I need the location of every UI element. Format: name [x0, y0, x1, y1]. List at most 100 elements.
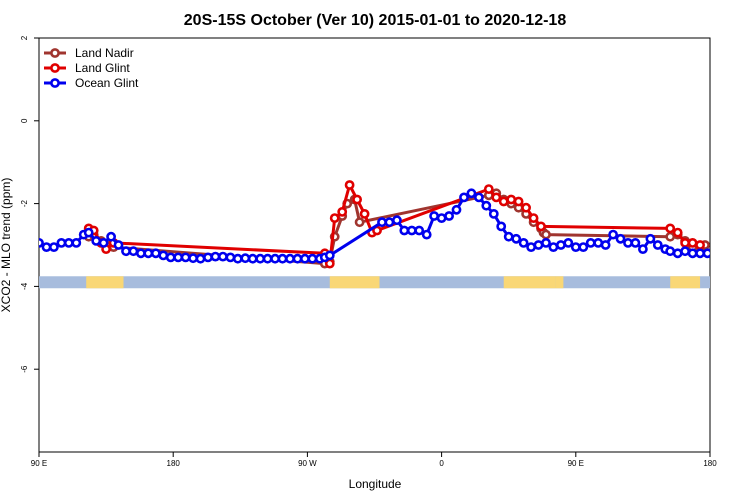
x-axis-label: Longitude: [349, 477, 402, 491]
data-point: [521, 202, 531, 213]
data-point: [702, 248, 710, 259]
x-tick-label: 90 W: [298, 459, 317, 468]
data-point: [98, 237, 109, 248]
y-tick-label: 2: [20, 35, 29, 40]
data-point: [451, 204, 462, 215]
data-point: [299, 253, 310, 264]
data-point: [277, 253, 288, 264]
data-point: [414, 225, 425, 236]
y-axis: 2 0 -2 -4 -6: [20, 35, 39, 373]
series-ocean-glint: [39, 188, 741, 264]
data-point: [695, 240, 705, 250]
data-point: [180, 252, 191, 263]
surface-band: [39, 276, 710, 289]
data-point: [459, 192, 469, 203]
x-tick-label: 0: [439, 459, 444, 468]
data-point: [615, 233, 626, 244]
data-point: [188, 253, 198, 264]
y-tick-label: -6: [20, 365, 29, 373]
legend-item: Ocean Glint: [44, 76, 139, 90]
chart-title: 20S-15S October (Ver 10) 2015-01-01 to 2…: [184, 12, 567, 29]
land-band-segment: [555, 276, 564, 289]
land-band-segment: [670, 276, 701, 289]
data-point: [734, 250, 741, 257]
data-point: [665, 246, 676, 257]
data-point: [503, 231, 514, 242]
data-point: [195, 253, 206, 264]
data-point: [645, 233, 656, 244]
data-point: [491, 192, 502, 203]
data-point: [481, 200, 492, 211]
data-point: [483, 184, 494, 194]
data-point: [225, 252, 236, 263]
y-axis-label: XCO2 - MLO trend (ppm): [0, 178, 13, 313]
data-point: [128, 246, 139, 257]
data-point: [548, 242, 559, 252]
legend-item: Land Glint: [44, 61, 130, 75]
data-point: [726, 250, 733, 257]
data-point: [106, 231, 116, 242]
x-axis: 90 E 180 90 W 0 90 E 180: [31, 452, 717, 468]
data-point: [158, 250, 169, 261]
data-point: [665, 223, 676, 234]
data-point: [518, 237, 529, 248]
data-point: [421, 229, 432, 240]
data-point: [630, 237, 641, 248]
data-point: [528, 213, 539, 223]
data-point: [91, 235, 102, 246]
land-band-segment: [86, 276, 124, 289]
legend-swatch-marker: [50, 63, 60, 73]
data-point: [337, 206, 348, 217]
data-point: [63, 237, 74, 248]
data-point: [444, 211, 454, 221]
data-point: [608, 229, 618, 240]
data-point: [665, 231, 676, 242]
data-point: [247, 253, 258, 264]
legend-swatch-marker: [50, 78, 60, 88]
data-point: [240, 253, 251, 264]
x-tick-label: 90 E: [568, 459, 584, 468]
data-point: [466, 188, 477, 199]
data-point: [488, 208, 499, 219]
data-point: [652, 240, 663, 250]
data-point: [359, 208, 370, 219]
data-point: [578, 242, 589, 252]
data-point: [262, 253, 273, 264]
data-point: [113, 240, 124, 250]
y-tick-label: -4: [20, 282, 29, 290]
data-point: [687, 248, 698, 259]
data-point: [511, 233, 522, 244]
data-point: [513, 196, 524, 207]
data-point: [49, 242, 59, 252]
data-point: [496, 221, 507, 232]
data-point: [329, 213, 340, 223]
legend-swatch-marker: [50, 48, 60, 58]
y-tick-label: 0: [20, 118, 29, 123]
data-point: [436, 213, 447, 223]
legend-label: Land Glint: [75, 61, 130, 75]
x-tick-label: 180: [167, 459, 181, 468]
data-point: [536, 221, 546, 232]
data-point: [506, 194, 517, 205]
data-point: [687, 237, 698, 248]
data-point: [150, 248, 161, 259]
data-point: [210, 251, 221, 262]
data-point: [600, 240, 611, 250]
data-point: [285, 253, 295, 264]
data-point: [354, 217, 365, 228]
data-point: [680, 246, 690, 257]
data-point: [391, 215, 402, 226]
data-point: [384, 217, 395, 228]
data-point: [563, 237, 574, 248]
data-point: [39, 238, 44, 248]
data-point: [498, 196, 509, 207]
x-tick-label: 180: [703, 459, 717, 468]
data-point: [429, 211, 439, 221]
data-point: [711, 250, 718, 257]
data-point: [473, 192, 484, 203]
data-point: [203, 252, 213, 263]
data-point: [232, 253, 243, 264]
y-tick-label: -2: [20, 199, 29, 207]
legend-label: Land Nadir: [75, 46, 134, 60]
data-point: [680, 237, 690, 248]
